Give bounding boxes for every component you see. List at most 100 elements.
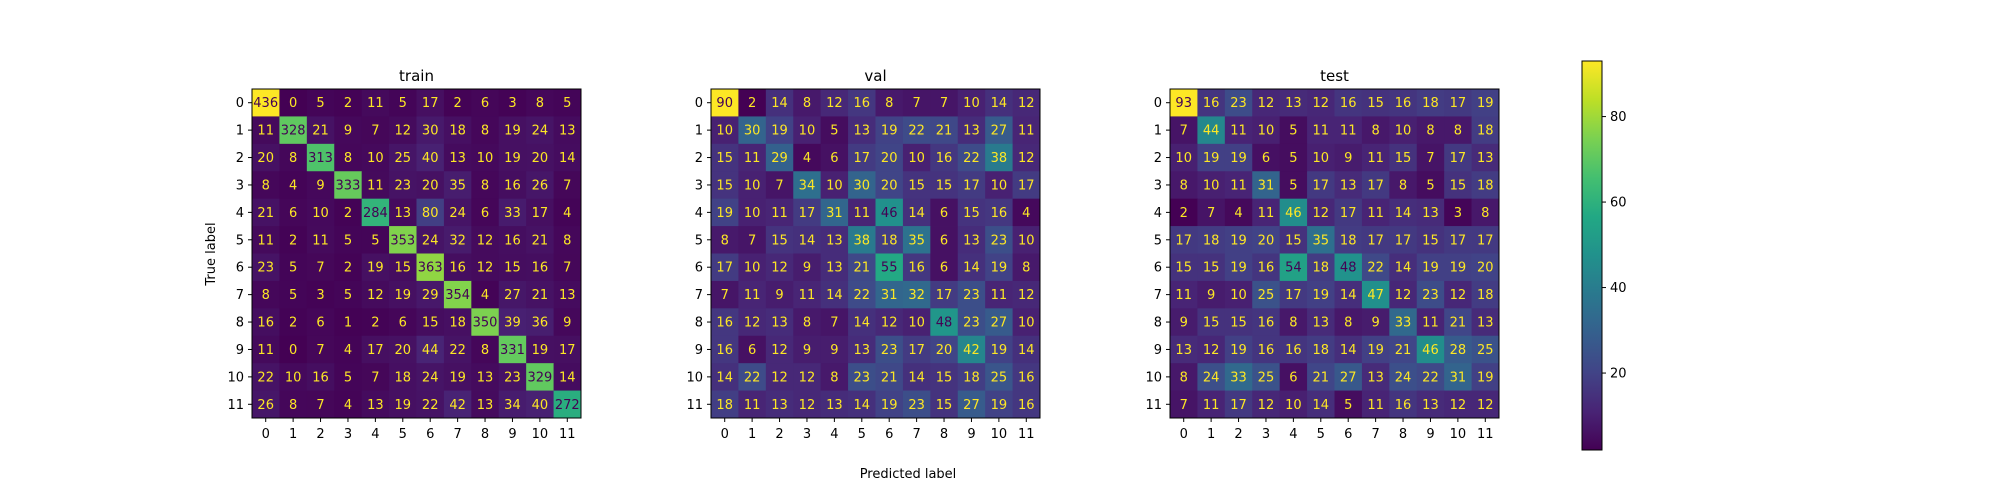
cell-value-label: 15 [395, 261, 412, 276]
cell-value-label: 16 [936, 151, 953, 166]
cell-value-label: 6 [940, 233, 948, 248]
heatmap-cell [1334, 280, 1363, 309]
cell-value-label: 16 [504, 233, 521, 248]
heatmap-cell [443, 280, 472, 309]
cell-value-label: 33 [504, 206, 521, 221]
colorbar-gradient [1582, 61, 1602, 450]
heatmap-cell [848, 363, 876, 391]
cell-value-label: 19 [395, 398, 412, 413]
cell-value-label: 13 [963, 124, 980, 139]
cell-value-label: 12 [881, 316, 898, 331]
heatmap-cell [416, 198, 445, 227]
heatmap-cell [279, 226, 308, 254]
cell-value-label: 23 [991, 233, 1008, 248]
cell-value-label: 18 [1340, 233, 1357, 248]
heatmap-cell [416, 390, 445, 419]
heatmap-cell [1389, 280, 1418, 309]
cell-value-label: 9 [830, 343, 838, 358]
cell-value-label: 23 [908, 398, 925, 413]
heatmap-cell [1012, 390, 1041, 419]
cell-value-label: 350 [473, 316, 498, 331]
cell-value-label: 90 [716, 96, 733, 111]
heatmap-cell [1279, 363, 1308, 391]
heatmap-cell [361, 116, 390, 145]
cell-value-label: 8 [1371, 124, 1379, 139]
heatmap-cell [1307, 280, 1335, 309]
heatmap-cell [498, 308, 527, 337]
cell-value-label: 21 [312, 124, 329, 139]
cell-value-label: 18 [1203, 233, 1220, 248]
cell-value-label: 15 [936, 398, 953, 413]
cell-value-label: 11 [744, 288, 761, 303]
heatmap-cell [1012, 280, 1041, 309]
cell-value-label: 21 [1450, 316, 1467, 331]
heatmap-cell [902, 171, 931, 200]
cell-value-label: 17 [1018, 178, 1035, 193]
heatmap-cell [1307, 363, 1335, 391]
heatmap-cell [765, 390, 794, 419]
heatmap-cell [848, 308, 876, 337]
cell-value-label: 10 [367, 151, 384, 166]
cell-value-label: 15 [936, 370, 953, 385]
heatmap-cell [1444, 143, 1472, 172]
cell-value-label: 48 [936, 316, 953, 331]
cell-value-label: 328 [281, 124, 306, 139]
heatmap-cell [279, 143, 308, 172]
cell-value-label: 19 [1230, 343, 1247, 358]
heatmap-cell [1170, 253, 1198, 282]
heatmap-cell [711, 143, 739, 172]
y-tick-label: 7 [695, 288, 703, 303]
heatmap-cell [1361, 253, 1390, 282]
y-tick-label: 1 [236, 124, 244, 139]
cell-value-label: 8 [803, 316, 811, 331]
colorbar-tick-label: 60 [1610, 196, 1627, 211]
cell-value-label: 5 [399, 96, 407, 111]
heatmap-cell [471, 253, 500, 282]
y-tick-label: 0 [695, 96, 703, 111]
heatmap-cell [553, 363, 582, 391]
heatmap-cell [1361, 390, 1390, 419]
cell-value-label: 17 [963, 178, 980, 193]
x-tick-label: 3 [803, 427, 811, 442]
heatmap-cell [498, 253, 527, 282]
cell-value-label: 11 [1203, 398, 1220, 413]
cell-value-label: 14 [771, 96, 788, 111]
heatmap-cell [711, 363, 739, 391]
cell-value-label: 16 [1395, 96, 1412, 111]
heatmap-cell [1307, 308, 1335, 337]
heatmap-cell [820, 308, 849, 337]
heatmap-cell [252, 363, 280, 391]
cell-value-label: 8 [289, 398, 297, 413]
heatmap-cell [957, 253, 986, 282]
heatmap-cell [1197, 253, 1226, 282]
heatmap-cell [738, 280, 767, 309]
heatmap-cell [875, 335, 904, 364]
cell-value-label: 27 [504, 288, 521, 303]
heatmap-cell [1307, 390, 1335, 419]
heatmap-cell [1279, 308, 1308, 337]
heatmap-cell [711, 171, 739, 200]
heatmap-cell [1416, 253, 1445, 282]
cell-value-label: 8 [1426, 124, 1434, 139]
cell-value-label: 23 [504, 370, 521, 385]
heatmap-cell [361, 363, 390, 391]
heatmap-cell [1444, 390, 1472, 419]
cell-value-label: 12 [1203, 343, 1220, 358]
heatmap-cell [875, 253, 904, 282]
cell-value-label: 19 [367, 261, 384, 276]
heatmap-cell [1444, 335, 1472, 364]
heatmap-cell [389, 143, 417, 172]
heatmap-cell [1197, 280, 1226, 309]
cell-value-label: 42 [963, 343, 980, 358]
heatmap-cell [553, 89, 582, 117]
cell-value-label: 19 [532, 343, 549, 358]
y-tick-label: 9 [1154, 343, 1162, 358]
cell-value-label: 10 [991, 178, 1008, 193]
cell-value-label: 14 [559, 151, 576, 166]
heatmap-cell [306, 171, 335, 200]
heatmap-cell [1012, 253, 1041, 282]
cell-value-label: 10 [1285, 398, 1302, 413]
heatmap-cell [1444, 198, 1472, 227]
cell-value-label: 31 [1450, 370, 1467, 385]
cell-value-label: 16 [1395, 398, 1412, 413]
